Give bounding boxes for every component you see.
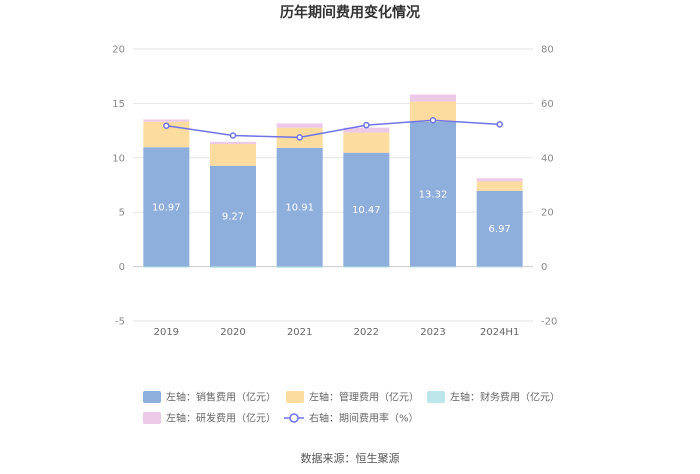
left-tick-label: 20 — [112, 45, 125, 56]
data-labels: 10.97 9.27 10.91 10.47 13.32 6.97 — [152, 190, 511, 236]
bar-4-2019 — [143, 119, 190, 122]
x-tick-label: 2023 — [420, 327, 445, 338]
ratio-point-2021 — [296, 134, 303, 141]
bar-1-2024H1 — [476, 190, 523, 267]
data-label-2020: 9.27 — [222, 212, 244, 223]
source-note: 数据来源：恒生聚源 — [301, 451, 400, 465]
bar-3-2020 — [210, 266, 256, 268]
data-label-2024H1: 6.97 — [489, 224, 511, 235]
bar-4-2020 — [210, 141, 256, 144]
x-tick-label: 2020 — [220, 327, 245, 338]
legend-swatch-icon — [427, 391, 445, 403]
bar-3-2022 — [343, 266, 390, 268]
right-tick-label: 40 — [541, 153, 554, 164]
bar-4-2021 — [276, 123, 323, 128]
bars — [143, 94, 523, 268]
bar-3-2019 — [143, 266, 190, 268]
data-label-2021: 10.91 — [285, 203, 314, 214]
legend-label: 右轴：期间费用率（%） — [309, 412, 419, 425]
data-label-2019: 10.97 — [152, 202, 181, 213]
bar-2-2023 — [410, 101, 456, 122]
right-tick-label: -20 — [541, 317, 557, 328]
x-tick-label: 2021 — [287, 327, 312, 338]
bar-2-2020 — [210, 143, 256, 166]
bar-1-2023 — [410, 121, 456, 267]
bar-1-2019 — [143, 147, 190, 267]
bar-4-2023 — [410, 94, 456, 102]
legend-label: 左轴：管理费用（亿元） — [309, 391, 419, 404]
left-tick-label: 10 — [112, 153, 125, 164]
x-tick-label: 2024H1 — [480, 327, 519, 338]
ratio-line-path — [166, 119, 500, 139]
left-axis: -5 0 5 10 15 20 — [112, 45, 125, 328]
x-tick-label: 2019 — [154, 327, 179, 338]
right-tick-label: 60 — [541, 99, 554, 110]
grid-lines — [133, 48, 533, 322]
left-tick-label: -5 — [115, 317, 125, 328]
left-tick-label: 15 — [112, 99, 125, 110]
ratio-point-2019 — [163, 122, 170, 129]
bar-3-2023 — [410, 266, 456, 268]
legend-label: 左轴：财务费用（亿元） — [450, 391, 560, 404]
ratio-point-2023 — [429, 117, 437, 124]
legend-swatch-icon — [286, 391, 304, 403]
x-tick-label: 2022 — [354, 327, 379, 338]
right-tick-label: 0 — [541, 262, 547, 273]
bar-1-2020 — [210, 165, 256, 267]
chart-title: 历年期间费用变化情况 — [280, 4, 420, 21]
bar-4-2024H1 — [476, 178, 523, 182]
ratio-point-2020 — [229, 132, 237, 139]
bar-4-2022 — [343, 127, 390, 133]
legend-swatch-icon — [143, 391, 161, 403]
ratio-point-2024H1 — [496, 121, 503, 128]
right-axis: -20 0 20 40 60 80 — [541, 45, 557, 328]
left-tick-label: 5 — [119, 208, 125, 219]
ratio-point-2022 — [363, 121, 370, 129]
data-label-2023: 13.32 — [419, 190, 448, 201]
legend-label: 左轴：销售费用（亿元） — [166, 391, 276, 404]
bar-1-2022 — [343, 152, 390, 267]
bar-2-2024H1 — [476, 181, 523, 191]
legend-label: 左轴：研发费用（亿元） — [166, 412, 276, 425]
data-label-2022: 10.47 — [352, 205, 381, 216]
x-axis: 2019 2020 2021 2022 2023 2024H1 — [154, 327, 520, 338]
legend: 左轴：销售费用（亿元） 左轴：管理费用（亿元） 左轴：财务费用（亿元） 左轴：研发费用… — [143, 391, 560, 425]
left-tick-label: 0 — [119, 262, 125, 273]
legend-swatch-icon — [143, 412, 161, 424]
bar-3-2021 — [276, 266, 323, 268]
legend-line-marker-icon — [289, 413, 299, 423]
bar-1-2021 — [276, 147, 323, 267]
bar-2-2022 — [343, 132, 390, 153]
expense-ratio-line — [163, 117, 503, 141]
bar-3-2024H1 — [476, 266, 523, 268]
right-tick-label: 20 — [541, 208, 554, 219]
right-tick-label: 80 — [541, 45, 554, 56]
